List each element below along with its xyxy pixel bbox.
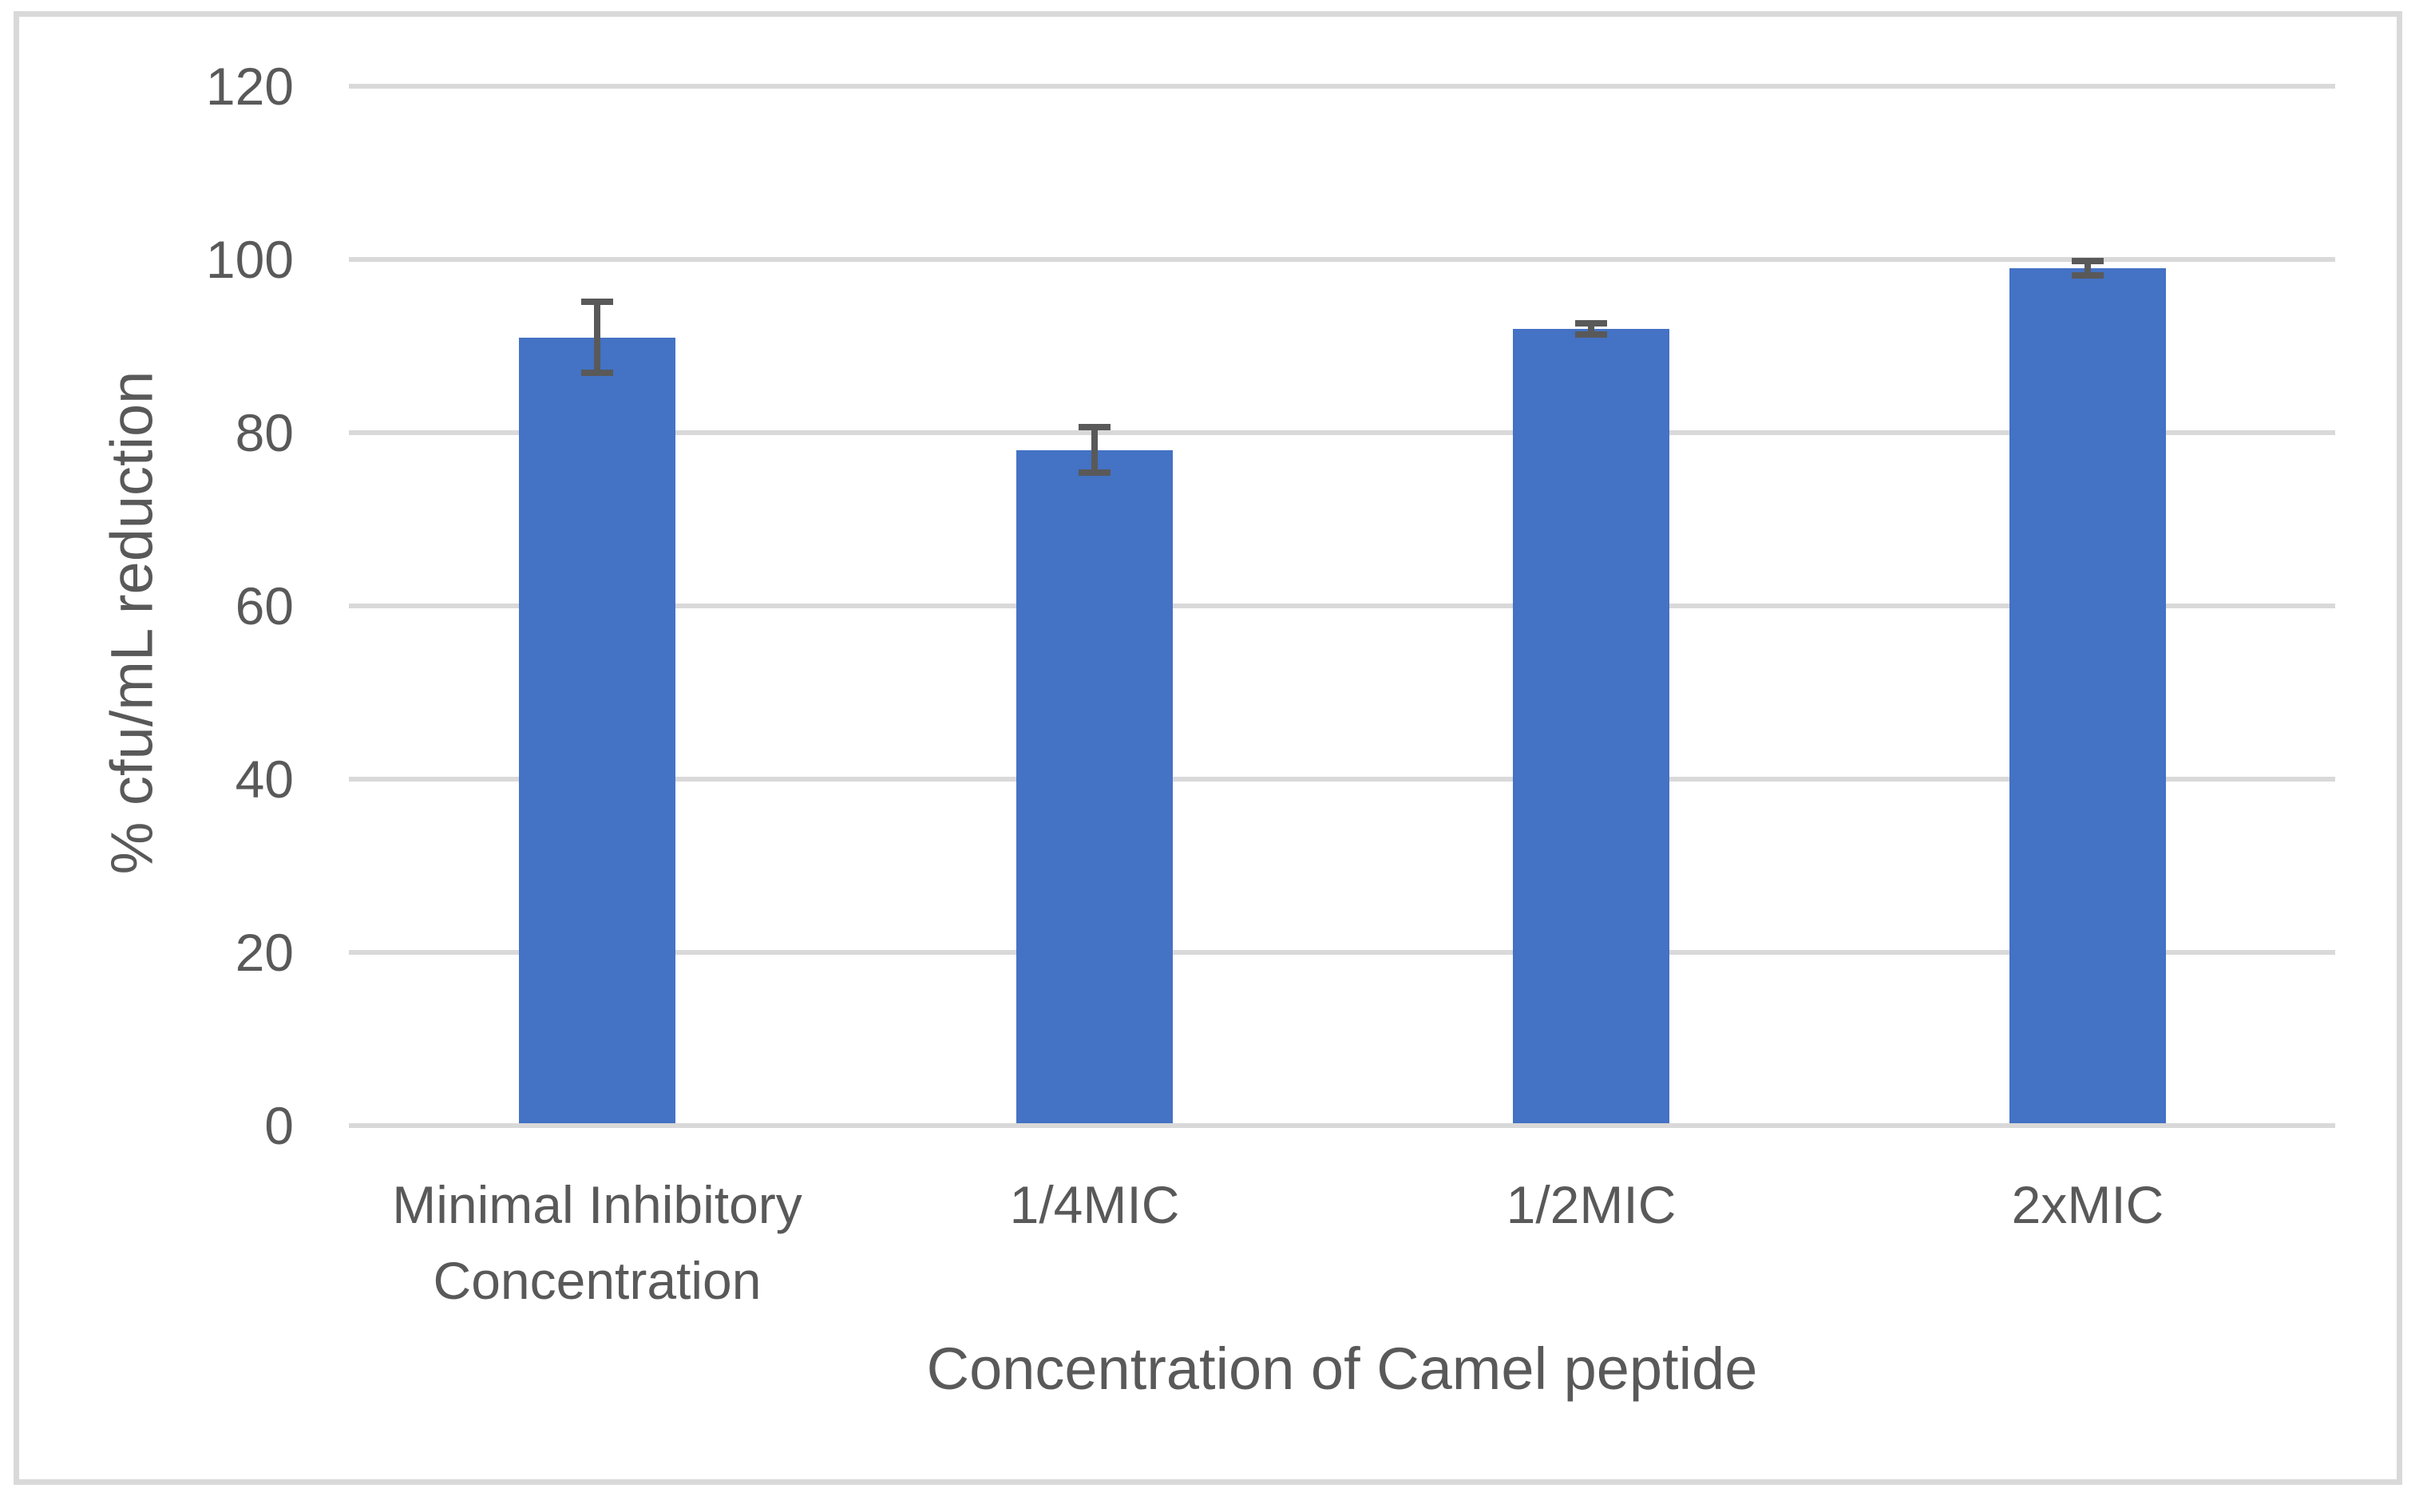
x-category-label: 1/4MIC [1009, 1175, 1180, 1234]
y-tick-label: 20 [235, 923, 294, 982]
error-bar-line [1588, 319, 1594, 338]
error-bar-cap-top [2072, 257, 2104, 264]
gridline [349, 604, 2335, 608]
bar [519, 337, 675, 1123]
y-tick-label: 120 [205, 57, 294, 116]
error-bar-line [1091, 424, 1098, 477]
y-tick-label: 60 [235, 576, 294, 635]
error-bar-line [2085, 257, 2091, 279]
x-category-label: Minimal Inhibitory Concentration [392, 1175, 802, 1310]
chart-border [14, 11, 2402, 1485]
gridline [349, 950, 2335, 955]
error-bar-cap-bottom [2072, 271, 2104, 279]
gridline [349, 84, 2335, 89]
y-tick-label: 40 [235, 750, 294, 809]
error-bar-cap-top [1079, 424, 1111, 431]
y-axis-title: % cfu/mL reduction [98, 370, 165, 875]
error-bar-cap-top [581, 298, 613, 305]
error-bar-line [594, 298, 600, 377]
y-tick-label: 0 [264, 1096, 294, 1155]
gridline [349, 257, 2335, 262]
bar [1513, 328, 1669, 1123]
y-tick-label: 80 [235, 403, 294, 462]
error-bar-cap-bottom [1575, 331, 1607, 338]
x-category-label: 1/2MIC [1506, 1175, 1677, 1234]
x-category-label: 2xMIC [2011, 1175, 2164, 1234]
gridline [349, 777, 2335, 782]
gridline [349, 1123, 2335, 1128]
x-axis-title: Concentration of Camel peptide [926, 1336, 1758, 1402]
error-bar-cap-bottom [1079, 469, 1111, 477]
bar [2009, 267, 2166, 1123]
gridline [349, 430, 2335, 435]
y-tick-label: 100 [205, 230, 294, 289]
error-bar-cap-top [1575, 319, 1607, 327]
error-bar-cap-bottom [581, 370, 613, 377]
bar [1016, 449, 1173, 1123]
